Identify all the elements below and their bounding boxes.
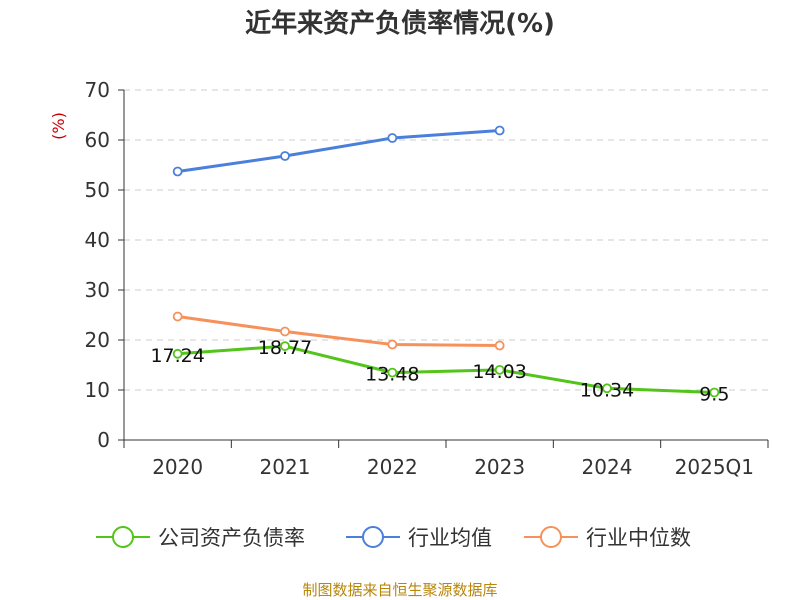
data-label: 9.5 (699, 384, 729, 406)
data-point (172, 348, 183, 359)
data-point (280, 151, 290, 161)
y-tick-label: 60 (85, 128, 110, 152)
legend-marker-circle (362, 526, 384, 548)
data-label: 17.24 (150, 345, 204, 367)
series-line (177, 344, 715, 394)
data-point (172, 166, 183, 177)
x-tick-label: 2022 (367, 455, 418, 479)
data-point (387, 339, 398, 350)
source-note: 制图数据来自恒生聚源数据库 (302, 581, 497, 599)
legend-label: 行业均值 (408, 526, 492, 550)
data-point (280, 341, 290, 352)
data-label: 13.48 (365, 364, 419, 386)
axes: 0 10 20 30 40 50 60 70 2020 2021 2022 2023 2024 2025Q… (85, 78, 769, 479)
y-tick-label: 40 (85, 228, 110, 252)
legend-marker-circle (540, 526, 562, 548)
chart-title: 近年来资产负债率情况(%) (245, 8, 555, 39)
data-point (172, 311, 183, 322)
legend-label: 行业中位数 (586, 526, 691, 550)
data-labels: 17.24 18.77 13.48 14.03 10.34 9.5 (150, 337, 729, 405)
legend-marker-circle (112, 526, 134, 548)
data-label: 10.34 (580, 379, 634, 401)
grid-lines (124, 89, 768, 391)
data-point (280, 326, 290, 337)
legend: 公司资产负债率 行业均值 行业中位数 (96, 526, 691, 550)
data-point (387, 367, 398, 378)
legend-label: 公司资产负债率 (158, 526, 305, 550)
data-point (494, 364, 505, 375)
series-line (177, 129, 500, 173)
data-label: 14.03 (472, 361, 526, 383)
data-point (387, 133, 398, 143)
y-axis-unit-label: (%) (49, 112, 68, 140)
series-lines (172, 125, 720, 398)
x-tick-label: 2021 (260, 455, 311, 479)
x-tick-label: 2020 (152, 455, 203, 479)
y-tick-label: 0 (97, 428, 110, 452)
y-tick-label: 30 (85, 278, 110, 302)
data-label: 18.77 (258, 337, 312, 359)
series-line (177, 315, 500, 347)
x-tick-label: 2024 (582, 455, 633, 479)
x-tick-label: 2023 (474, 455, 525, 479)
y-tick-label: 50 (85, 178, 110, 202)
data-point (494, 125, 505, 136)
data-point (494, 340, 505, 351)
y-tick-label: 70 (85, 78, 110, 102)
data-point (709, 387, 720, 398)
data-point (602, 383, 612, 394)
y-tick-label: 10 (85, 378, 110, 402)
x-tick-label: 2025Q1 (675, 455, 754, 479)
y-tick-label: 20 (85, 328, 110, 352)
